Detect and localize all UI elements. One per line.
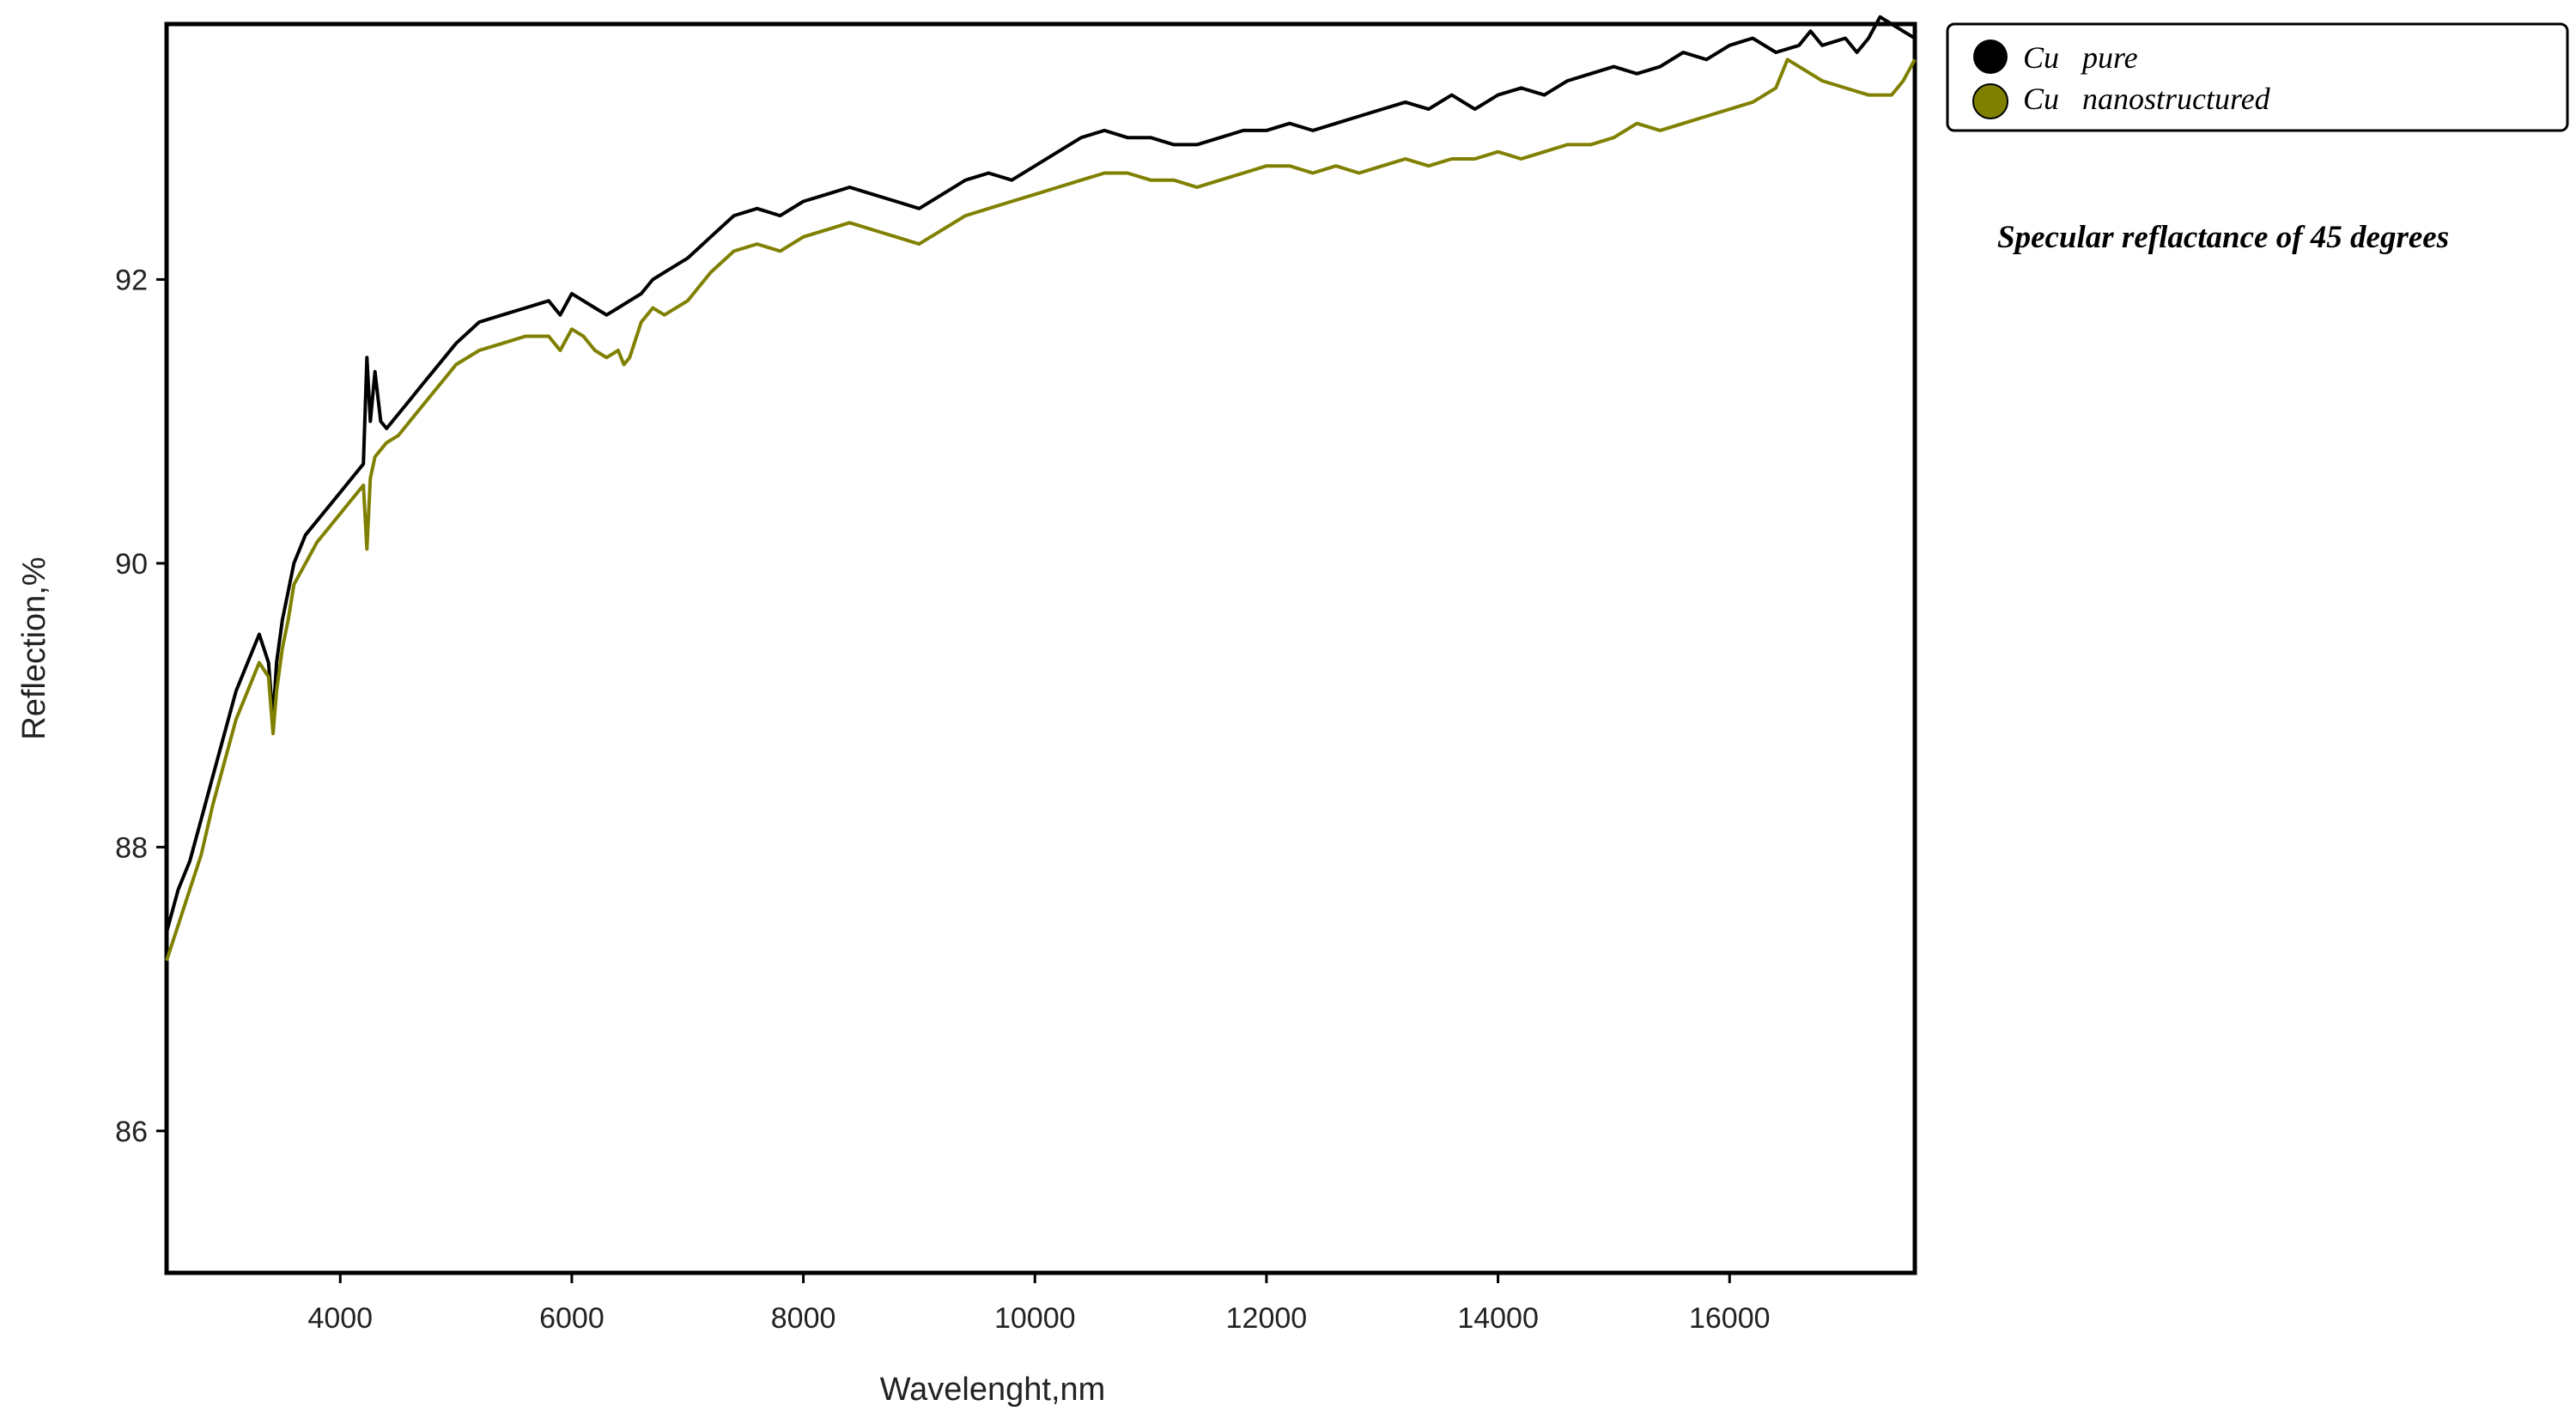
x-tick-label: 8000 [771,1302,836,1335]
x-axis-ticks: 4000 6000 8000 10000 12000 14000 16000 [307,1273,1771,1335]
legend-box [1946,22,2569,132]
x-tick-label: 16000 [1689,1302,1771,1335]
plot-area [164,21,1917,1275]
legend-label-pure: Cu pure [2023,40,2138,75]
x-tick-label: 10000 [994,1302,1076,1335]
x-tick-label: 12000 [1226,1302,1308,1335]
x-tick-label: 4000 [307,1302,373,1335]
series-line-nanostructured [165,58,1917,962]
y-tick-label: 90 [115,548,148,581]
y-tick-label: 92 [115,264,148,296]
y-tick-label: 88 [115,831,148,864]
chart-annotation: Specular reflactance of 45 degrees [1997,220,2449,255]
series-line-pure [165,15,1917,934]
legend-marker-nanostructured [1972,83,2008,119]
x-tick-label: 14000 [1457,1302,1539,1335]
x-tick-label: 6000 [539,1302,605,1335]
series-layer [165,15,1917,962]
y-tick-label: 86 [115,1116,148,1148]
y-axis-ticks: 86 88 90 92 [115,264,167,1148]
legend: Cu pure Cu nanostructured [1946,22,2569,132]
legend-marker-pure [1973,40,2008,74]
legend-label-nanostructured: Cu nanostructured [2023,82,2271,116]
y-axis-title: Reflection,% [16,557,52,739]
x-axis-title: Wavelenght,nm [880,1372,1106,1408]
